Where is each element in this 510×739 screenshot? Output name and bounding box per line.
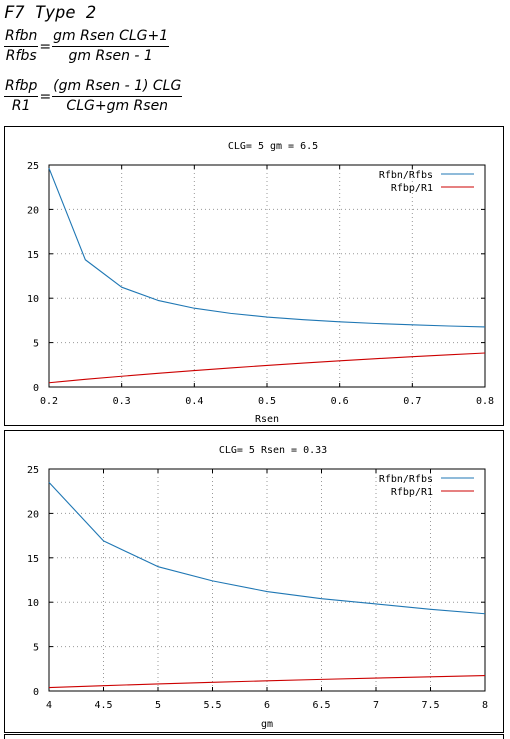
y-tick-label: 10 xyxy=(27,598,39,609)
y-tick-label: 5 xyxy=(33,339,39,350)
x-tick-label: 8 xyxy=(482,700,488,711)
equation-rfbp-equals: = xyxy=(39,88,52,105)
chart-panel-gm: 4 4.5 5 5.5 6 6.5 7 7.5 8 0 5 10 15 20 25 CLG= 5 Rsen =… xyxy=(4,430,504,733)
page-heading: F7 Type 2 xyxy=(4,3,97,23)
chart-panel-rsen: 0.2 0.3 0.4 0.5 0.6 0.7 0.8 0 5 10 15 20 25 CLG= 5 gm… xyxy=(4,126,504,426)
plot-frame xyxy=(48,164,486,388)
series-line-rfbp-r1 xyxy=(48,675,486,689)
y-tick-label: 0 xyxy=(33,383,39,394)
chart-title: CLG= 5 gm = 6.5 xyxy=(228,141,318,152)
equation-rfbp-lhs: Rfbp R1 xyxy=(4,78,39,115)
plot-frame xyxy=(48,468,486,692)
x-tick-label: 0.4 xyxy=(185,396,203,407)
x-tick-label: 0.7 xyxy=(403,396,421,407)
y-tick-label: 15 xyxy=(27,250,39,261)
y-tick-label: 25 xyxy=(27,465,39,476)
x-tick-label: 5.5 xyxy=(203,700,221,711)
chart-gm: 4 4.5 5 5.5 6 6.5 7 7.5 8 0 5 10 15 20 25 CLG= 5 Rsen =… xyxy=(27,445,488,730)
series-line-rfbp-r1 xyxy=(48,352,486,384)
legend-label-rfbn-rfbs: Rfbn/Rfbs xyxy=(379,170,433,181)
x-tick-label: 0.5 xyxy=(258,396,276,407)
equation-rfbn-rhs-den: gm Rsen - 1 xyxy=(68,48,153,64)
chart-title: CLG= 5 Rsen = 0.33 xyxy=(219,445,327,456)
equation-rfbp-rhs-den: CLG+gm Rsen xyxy=(66,98,169,114)
equation-rfbn-equals: = xyxy=(39,38,52,55)
equation-rfbn-lhs: Rfbn Rfbs xyxy=(4,28,39,65)
x-tick-label: 0.8 xyxy=(476,396,494,407)
equation-rfbn-rhs-num: gm Rsen CLG+1 xyxy=(52,28,170,47)
x-axis-label: gm xyxy=(261,719,273,730)
equation-rfbn-lhs-den: Rfbs xyxy=(5,48,37,64)
x-tick-label: 0.2 xyxy=(40,396,58,407)
y-tick-label: 5 xyxy=(33,643,39,654)
equation-rfbn: Rfbn Rfbs = gm Rsen CLG+1 gm Rsen - 1 xyxy=(4,28,170,65)
equation-rfbp-lhs-den: R1 xyxy=(11,98,31,114)
series-line-rfbn-rfbs xyxy=(48,167,486,328)
equation-rfbp-lhs-num: Rfbp xyxy=(4,78,39,97)
series-line-rfbn-rfbs xyxy=(48,481,486,615)
x-tick-label: 7.5 xyxy=(421,700,439,711)
x-tick-label: 6 xyxy=(264,700,270,711)
chart-rsen: 0.2 0.3 0.4 0.5 0.6 0.7 0.8 0 5 10 15 20 25 CLG= 5 gm… xyxy=(27,141,494,425)
equation-rfbn-rhs: gm Rsen CLG+1 gm Rsen - 1 xyxy=(52,28,170,65)
next-panel-edge xyxy=(4,734,504,739)
equation-rfbn-lhs-num: Rfbn xyxy=(4,28,39,47)
legend-label-rfbp-r1: Rfbp/R1 xyxy=(391,487,433,498)
y-tick-label: 20 xyxy=(27,509,39,520)
equation-rfbp-rhs-num: (gm Rsen - 1) CLG xyxy=(52,78,183,97)
y-tick-label: 25 xyxy=(27,161,39,172)
equation-rfbp: Rfbp R1 = (gm Rsen - 1) CLG CLG+gm Rsen xyxy=(4,78,183,115)
x-tick-label: 4 xyxy=(46,700,52,711)
x-tick-label: 0.6 xyxy=(331,396,349,407)
x-tick-label: 7 xyxy=(373,700,379,711)
y-tick-label: 0 xyxy=(33,687,39,698)
x-tick-label: 0.3 xyxy=(113,396,131,407)
y-tick-label: 20 xyxy=(27,205,39,216)
x-tick-label: 6.5 xyxy=(312,700,330,711)
x-tick-label: 5 xyxy=(155,700,161,711)
equation-rfbp-rhs: (gm Rsen - 1) CLG CLG+gm Rsen xyxy=(52,78,183,115)
x-tick-label: 4.5 xyxy=(94,700,112,711)
y-tick-label: 15 xyxy=(27,554,39,565)
x-axis-label: Rsen xyxy=(255,414,279,425)
y-tick-label: 10 xyxy=(27,294,39,305)
legend-label-rfbp-r1: Rfbp/R1 xyxy=(391,183,433,194)
legend-label-rfbn-rfbs: Rfbn/Rfbs xyxy=(379,474,433,485)
